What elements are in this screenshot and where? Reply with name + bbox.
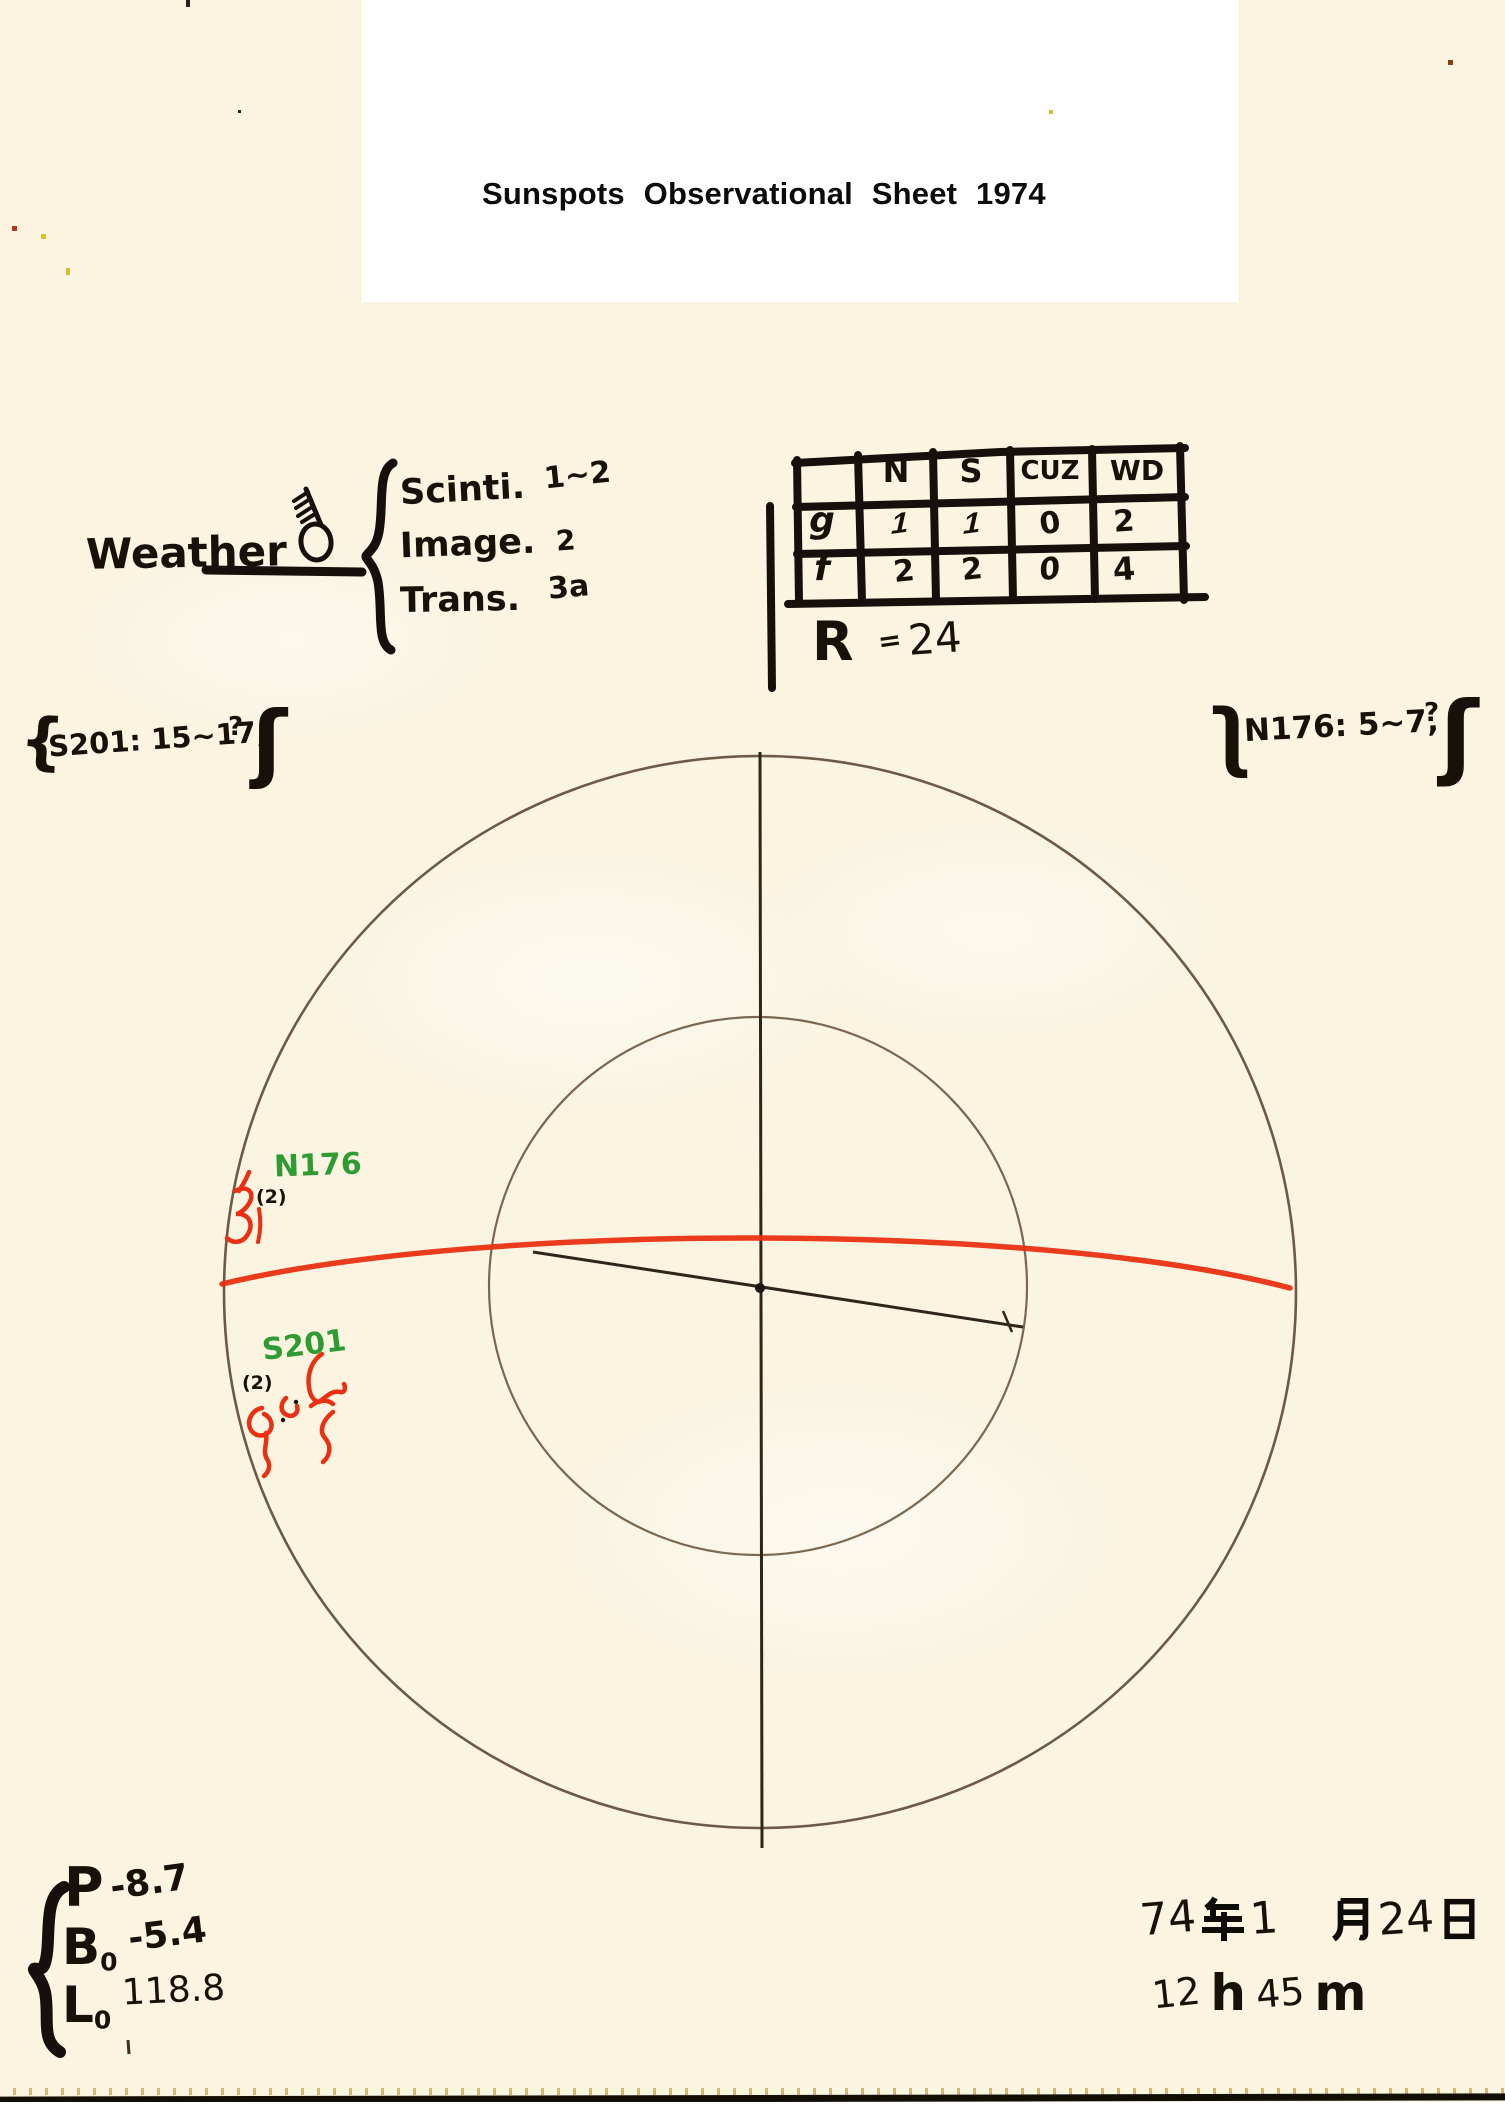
group-label-n176: N176: [273, 1146, 363, 1185]
table-header-s: S: [959, 452, 983, 490]
group-count-note: (2): [256, 1186, 287, 1208]
table-header-wd: WD: [1109, 454, 1165, 487]
sunspot-sketch-n176: [224, 1169, 263, 1244]
ephemeris-l0-value: 118.8: [120, 1967, 227, 2014]
table-cell: 4: [1111, 549, 1137, 589]
group-count-note: (2): [242, 1372, 273, 1394]
scan-speck: [41, 234, 46, 239]
weather-item-label: Scinti.: [399, 466, 526, 514]
inner-disk-circle: [487, 1015, 1029, 1557]
date-day: 24: [1376, 1891, 1436, 1946]
table-row-label: f: [814, 548, 830, 589]
disk-center-dot: [755, 1283, 765, 1293]
scan-white-band: [362, 0, 1238, 302]
scan-bottom-margin: [0, 2102, 1505, 2120]
table-cell: 2: [1112, 503, 1136, 540]
weather-symbol-icon: [292, 486, 334, 563]
kanji-year-icon: [1202, 1896, 1244, 1941]
sunspot-sketch-s201: [246, 1351, 348, 1479]
date-month: 1: [1248, 1892, 1280, 1945]
counts-table-grid: [784, 442, 1209, 608]
subscript: 0: [93, 2005, 112, 2035]
weather-item-value: 1~2: [542, 454, 613, 497]
time-minute-unit: m: [1314, 1964, 1367, 2022]
ephemeris-b0-label: B0: [62, 1918, 118, 1977]
subscript: 0: [100, 1947, 118, 1977]
margin-note-close-brace: ʃ: [252, 693, 287, 791]
scan-edge-noise: [0, 2088, 1505, 2095]
time-minute: 45: [1254, 1968, 1307, 2018]
relative-number-equals: =: [875, 622, 904, 659]
table-cell: 1: [959, 506, 985, 542]
divider-line: [766, 502, 776, 692]
relative-number-label: R: [812, 610, 854, 673]
scan-speck: [238, 110, 241, 113]
date-line: 74 1 24: [1137, 1890, 1480, 1947]
weather-underline: [201, 565, 367, 577]
page-title: Sunspots Observational Sheet 1974: [482, 176, 1046, 211]
table-row-label: g: [809, 500, 835, 541]
relative-number-value: 24: [906, 612, 964, 665]
diagonal-axis-line: [532, 1250, 1024, 1329]
weather-item-label: Image.: [399, 521, 536, 567]
kanji-month-icon: [1332, 1897, 1369, 1941]
margin-note-right-query: ?: [1424, 698, 1440, 728]
weather-item-value: 2: [554, 523, 577, 558]
ephemeris-l0-label: L0: [62, 1976, 112, 2035]
weather-item-label: Trans.: [399, 578, 521, 622]
margin-note-left-query: ?: [228, 712, 244, 742]
weather-brace: [361, 458, 398, 655]
scan-speck: [1448, 60, 1453, 65]
weather-item-value: 3a: [546, 568, 591, 607]
time-hour: 12: [1149, 1968, 1203, 2018]
scan-speck: [12, 226, 17, 231]
equator-line: [219, 1235, 1293, 1291]
sunspot-dot: [280, 1417, 286, 1423]
ephemeris-brace: [28, 1881, 70, 2058]
table-cell: 2: [959, 551, 985, 588]
margin-note-open-brace: ʃ: [1214, 694, 1245, 780]
scan-speck: [66, 268, 70, 275]
table-header-cuz: CUZ: [1020, 456, 1080, 486]
scan-speck: [186, 0, 190, 7]
date-year: 74: [1137, 1890, 1199, 1947]
table-header-n: N: [882, 452, 910, 490]
ephemeris-p-label: P: [64, 1856, 104, 1919]
weather-label: Weather: [85, 526, 288, 579]
table-cell: 2: [891, 553, 917, 590]
scan-speck: [1049, 110, 1053, 114]
margin-note-close-brace: ʃ: [1440, 682, 1479, 789]
time-hour-unit: h: [1210, 1964, 1246, 2022]
table-cell: 1: [887, 506, 913, 542]
diagonal-end-tick: [1001, 1310, 1014, 1333]
vertical-axis-line: [758, 751, 764, 1849]
kanji-day-icon: [1444, 1898, 1475, 1939]
sunspot-dot: [293, 1399, 299, 1405]
stray-mark: [126, 2039, 131, 2055]
time-line: 12 h 45 m: [1149, 1964, 1367, 2022]
